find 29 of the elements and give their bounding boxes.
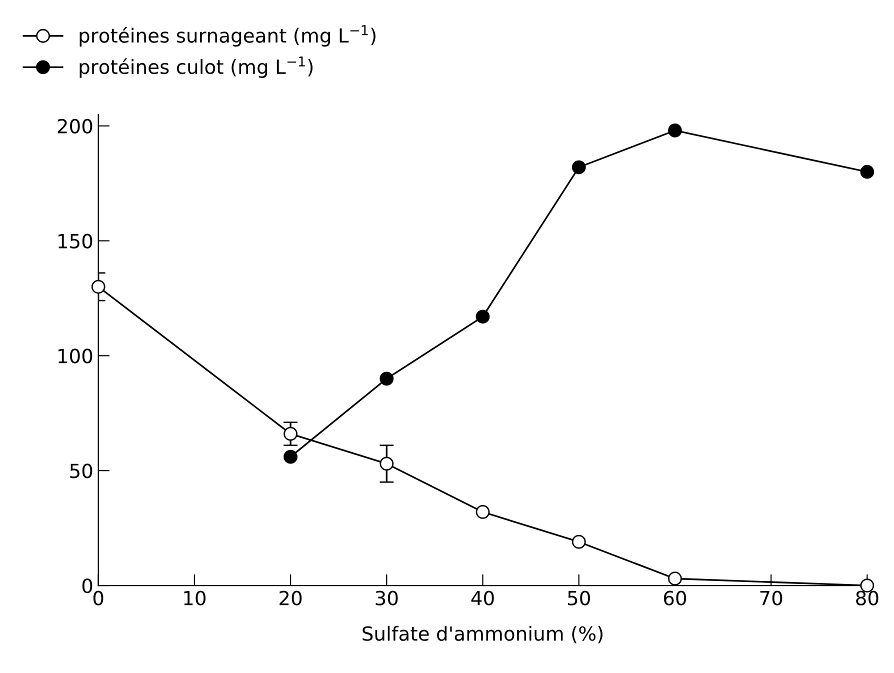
x-tick-label: 50: [568, 590, 590, 606]
x-tick-label: 80: [856, 590, 878, 606]
x-tick-label: 60: [664, 590, 686, 606]
x-axis-title: Sulfate d'ammonium (%): [362, 626, 602, 644]
x-tick-label: 30: [376, 590, 398, 606]
x-tick-label: 20: [280, 590, 302, 606]
x-tick-label: 10: [184, 590, 206, 606]
x-tick-label: 70: [760, 590, 782, 606]
point: [476, 505, 490, 519]
point: [284, 450, 298, 464]
point: [91, 280, 106, 294]
point: [668, 124, 682, 138]
point: [572, 160, 586, 174]
legend-label: protéines surnageant (mg L$^{−1}$): [80, 25, 376, 47]
point: [284, 426, 298, 441]
point: [668, 572, 682, 586]
point: [380, 456, 394, 471]
point: [380, 372, 394, 386]
y-tick-label: 200: [58, 118, 92, 134]
x-tick-label: 40: [471, 590, 494, 606]
point: [860, 164, 874, 179]
y-tick-label: 100: [58, 348, 92, 364]
y-tick-label: 150: [58, 234, 92, 248]
y-tick-label: 50: [70, 464, 92, 478]
y-tick-label: 0: [82, 578, 92, 594]
legend-label: protéines culot (mg L$^{−1}$): [80, 56, 313, 78]
point: [476, 310, 490, 324]
x-tick-label: 0: [93, 590, 104, 606]
point: [572, 534, 586, 549]
